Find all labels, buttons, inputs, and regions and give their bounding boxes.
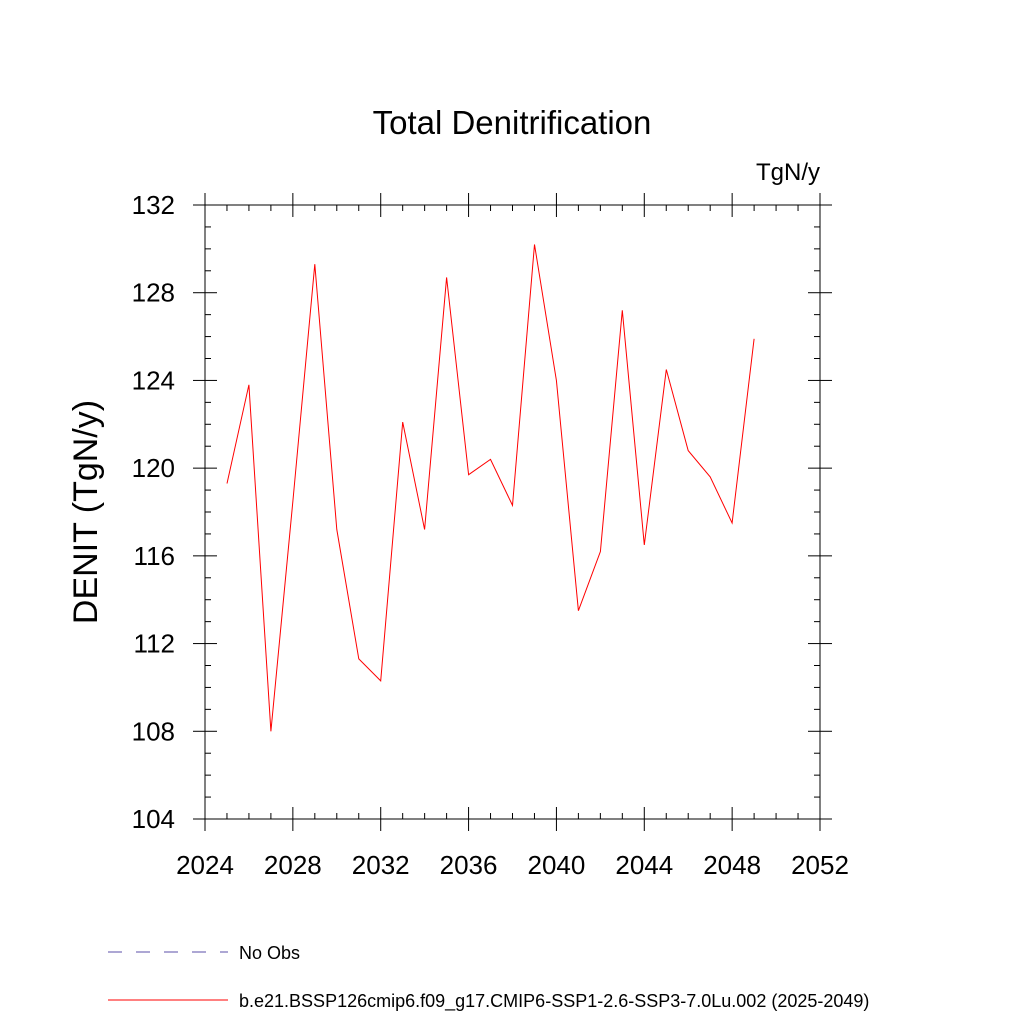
x-tick-label: 2024 xyxy=(176,850,234,880)
x-tick-label: 2032 xyxy=(352,850,410,880)
legend-label-0: b.e21.BSSP126cmip6.f09_g17.CMIP6-SSP1-2.… xyxy=(239,991,869,1012)
units-label: TgN/y xyxy=(756,159,820,186)
tick-labels: 2024 2028 2032 2036 2040 2044 2048 2052 104 108 11… xyxy=(132,190,849,880)
y-tick-label: 132 xyxy=(132,190,175,220)
y-tick-label: 116 xyxy=(134,541,175,571)
y-tick-label: 104 xyxy=(132,804,175,834)
legend: No Obs b.e21.BSSP126cmip6.f09_g17.CMIP6-S… xyxy=(108,943,869,1012)
x-tick-label: 2044 xyxy=(615,850,673,880)
y-axis-label: DENIT (TgN/y) xyxy=(67,400,105,624)
axis-ticks xyxy=(193,193,832,831)
x-tick-label: 2052 xyxy=(791,850,849,880)
y-tick-label: 112 xyxy=(134,629,175,659)
x-tick-label: 2040 xyxy=(528,850,586,880)
series-line-0 xyxy=(226,244,755,732)
y-tick-label: 120 xyxy=(132,453,175,483)
x-tick-label: 2036 xyxy=(440,850,498,880)
chart-title: Total Denitrification xyxy=(373,104,652,141)
x-tick-label: 2028 xyxy=(264,850,322,880)
y-tick-label: 124 xyxy=(132,365,175,395)
y-tick-label: 108 xyxy=(132,716,175,746)
plot-frame xyxy=(204,204,821,820)
y-tick-label: 128 xyxy=(132,278,175,308)
legend-label-1: No Obs xyxy=(239,943,300,963)
x-tick-label: 2048 xyxy=(703,850,761,880)
series-layer xyxy=(226,244,755,732)
